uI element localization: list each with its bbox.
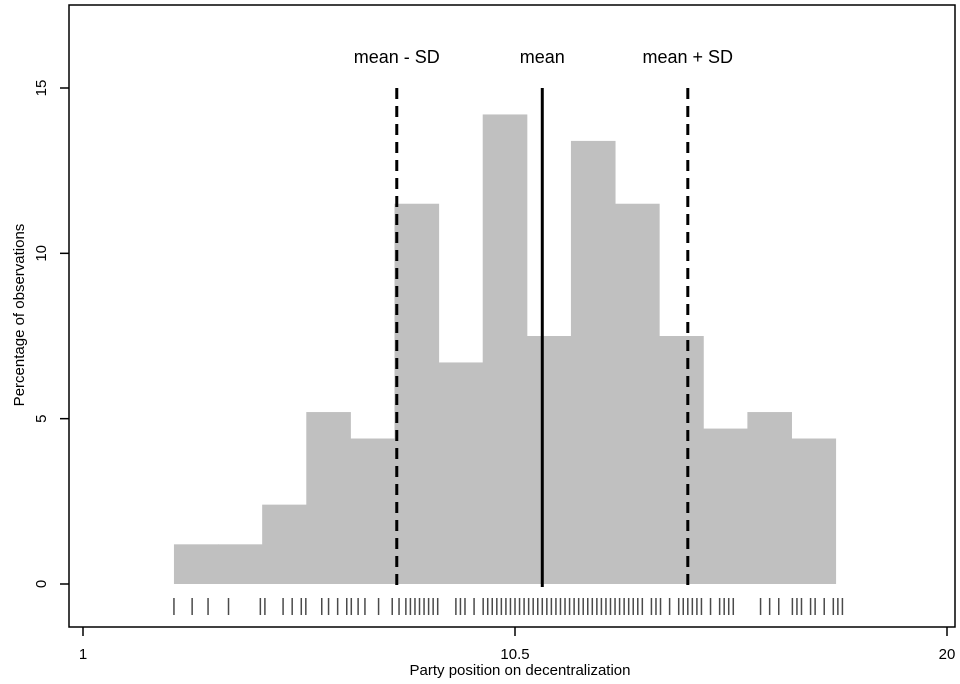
y-axis-title: Percentage of observations <box>11 224 28 407</box>
histogram-bar <box>350 438 395 584</box>
x-tick-label: 10.5 <box>500 646 529 663</box>
y-axis: 0 5 10 15 <box>33 80 69 588</box>
y-tick-label: 15 <box>33 80 50 97</box>
histogram-bars <box>173 114 837 584</box>
histogram-bar <box>526 336 572 584</box>
x-tick-label: 20 <box>939 646 956 663</box>
y-tick-label: 5 <box>33 414 50 422</box>
histogram-bar <box>482 114 528 584</box>
reference-line-label: mean - SD <box>354 47 440 67</box>
x-tick-label: 1 <box>79 646 87 663</box>
histogram-bar <box>438 362 484 584</box>
histogram-bar <box>262 504 307 584</box>
histogram-bar <box>394 203 440 584</box>
reference-line-label: mean <box>520 47 565 67</box>
histogram-bar <box>615 203 660 584</box>
y-tick-label: 10 <box>33 245 50 262</box>
histogram-bar <box>173 544 219 584</box>
histogram-bar <box>306 412 351 584</box>
histogram-bar <box>659 336 704 584</box>
x-axis-title: Party position on decentralization <box>410 662 631 679</box>
histogram-bar <box>218 544 263 584</box>
x-axis: 1 10.5 20 <box>79 627 956 663</box>
histogram-bar <box>570 140 616 584</box>
reference-lines: mean - SD mean mean + SD <box>354 47 733 587</box>
reference-line-label: mean + SD <box>643 47 734 67</box>
histogram-bar <box>791 438 837 584</box>
plot-frame <box>68 4 956 628</box>
y-tick-label: 0 <box>33 580 50 588</box>
histogram-bar <box>703 428 748 584</box>
rug-marks <box>173 598 844 615</box>
histogram-bar <box>747 412 792 584</box>
